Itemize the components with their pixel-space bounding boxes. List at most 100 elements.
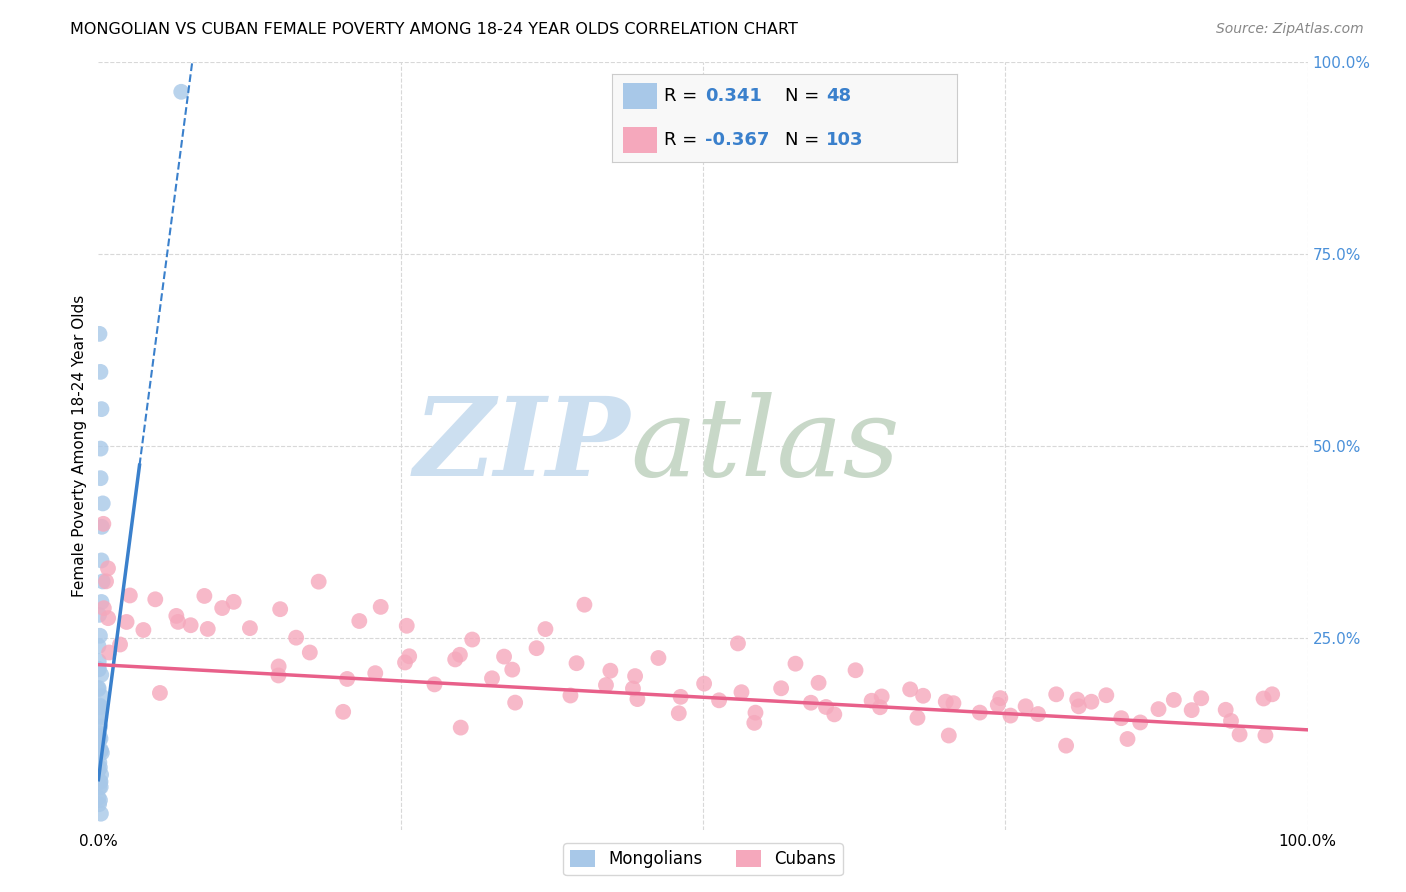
Point: [90, 402, 112, 417]
Point: [90, 520, 112, 534]
Point: [308, 574, 330, 589]
Point: [870, 690, 893, 704]
Point: [90, 700, 112, 714]
Point: [89, 774, 111, 789]
Point: [149, 686, 172, 700]
Point: [89, 698, 111, 713]
Point: [115, 615, 138, 629]
Point: [1254, 729, 1277, 743]
Point: [860, 694, 883, 708]
Point: [89, 720, 111, 734]
Point: [1054, 739, 1077, 753]
Point: [1116, 731, 1139, 746]
Legend: Mongolians, Cubans: Mongolians, Cubans: [564, 844, 842, 875]
Point: [1189, 691, 1212, 706]
Point: [89, 780, 111, 795]
Point: [621, 681, 644, 696]
Point: [1163, 693, 1185, 707]
Point: [267, 668, 290, 682]
Text: Source: ZipAtlas.com: Source: ZipAtlas.com: [1216, 22, 1364, 37]
Point: [89, 326, 111, 341]
Point: [898, 682, 921, 697]
Point: [503, 696, 526, 710]
Point: [87, 797, 110, 812]
Point: [298, 645, 321, 659]
Point: [285, 631, 308, 645]
Point: [1229, 727, 1251, 741]
Point: [730, 685, 752, 699]
Point: [90, 767, 112, 781]
Point: [1066, 692, 1088, 706]
Point: [1261, 687, 1284, 701]
Point: [87, 662, 110, 676]
Point: [1000, 708, 1022, 723]
Point: [707, 693, 730, 707]
Point: [269, 602, 291, 616]
Point: [89, 756, 111, 770]
Point: [647, 651, 669, 665]
Point: [170, 85, 193, 99]
Point: [87, 681, 110, 695]
Point: [1067, 699, 1090, 714]
Point: [450, 721, 472, 735]
Point: [90, 743, 112, 757]
Point: [398, 649, 420, 664]
Point: [98, 645, 121, 659]
Point: [90, 690, 112, 704]
Point: [89, 365, 111, 379]
Point: [461, 632, 484, 647]
Point: [1147, 702, 1170, 716]
Point: [87, 700, 110, 714]
Point: [807, 675, 830, 690]
Point: [814, 700, 837, 714]
Point: [332, 705, 354, 719]
Point: [907, 711, 929, 725]
Point: [423, 677, 446, 691]
Point: [108, 638, 131, 652]
Text: ZIP: ZIP: [413, 392, 630, 500]
Point: [97, 561, 120, 575]
Point: [595, 678, 617, 692]
Point: [449, 648, 471, 662]
Point: [669, 690, 692, 704]
Point: [89, 731, 111, 746]
Point: [1220, 714, 1243, 728]
Point: [267, 659, 290, 673]
Point: [87, 682, 110, 697]
Point: [90, 744, 112, 758]
Point: [90, 442, 112, 456]
Point: [626, 692, 648, 706]
Point: [969, 706, 991, 720]
Point: [180, 618, 202, 632]
Point: [744, 706, 766, 720]
Point: [239, 621, 262, 635]
Y-axis label: Female Poverty Among 18-24 Year Olds: Female Poverty Among 18-24 Year Olds: [72, 295, 87, 597]
Point: [869, 700, 891, 714]
Point: [89, 729, 111, 743]
Point: [90, 667, 112, 681]
Point: [143, 592, 166, 607]
Point: [87, 744, 110, 758]
Point: [91, 574, 114, 589]
Point: [624, 669, 647, 683]
Point: [89, 760, 111, 774]
Point: [938, 729, 960, 743]
Point: [87, 639, 110, 653]
Point: [90, 780, 112, 794]
Point: [118, 589, 141, 603]
Point: [90, 595, 112, 609]
Point: [89, 774, 111, 789]
Point: [444, 652, 467, 666]
Point: [599, 664, 621, 678]
Point: [823, 707, 845, 722]
Point: [1129, 715, 1152, 730]
Point: [97, 611, 120, 625]
Point: [1181, 703, 1204, 717]
Point: [87, 790, 110, 805]
Point: [336, 672, 359, 686]
Point: [1095, 688, 1118, 702]
Point: [132, 623, 155, 637]
Text: atlas: atlas: [630, 392, 900, 500]
Point: [501, 663, 523, 677]
Point: [668, 706, 690, 721]
